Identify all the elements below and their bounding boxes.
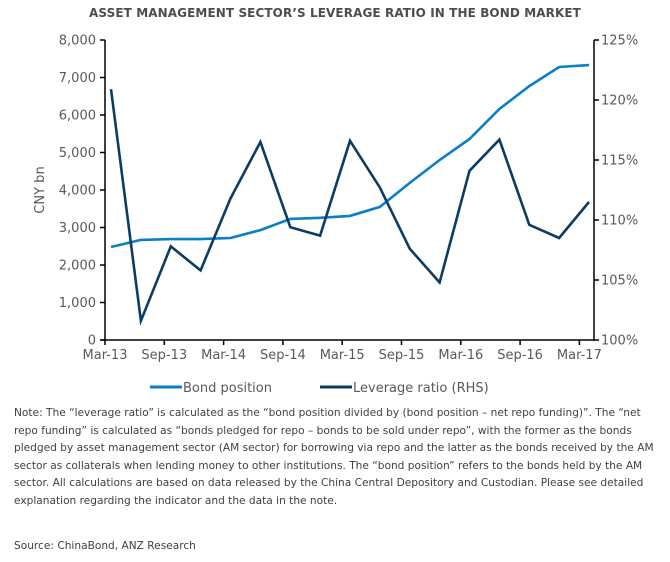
right-tick-label: 125% — [601, 34, 638, 49]
left-tick-label: 2,000 — [59, 259, 96, 274]
x-tick-label: Sep-14 — [260, 348, 306, 363]
left-tick-label: 1,000 — [59, 296, 96, 311]
x-axis: Mar-13 Sep-13 Mar-14 Sep-14 Mar-15 Sep-15 Mar-… — [83, 339, 602, 363]
x-tick-label: Mar-13 — [83, 348, 128, 363]
left-tick-label: 6,000 — [59, 109, 96, 124]
chart-source: Source: ChinaBond, ANZ Research — [14, 540, 196, 552]
x-tick-label: Sep-15 — [379, 348, 425, 363]
right-axis: 100% 105% 110% 115% 120% 125% — [593, 34, 638, 349]
x-tick-label: Mar-16 — [438, 348, 483, 363]
right-tick-label: 120% — [601, 94, 638, 109]
y-axis-title: CNY bn — [33, 166, 48, 213]
left-tick-label: 0 — [88, 334, 96, 349]
right-tick-label: 110% — [601, 214, 638, 229]
chart-note: Note: The “leverage ratio” is calculated… — [14, 407, 654, 507]
left-tick-label: 3,000 — [59, 221, 96, 236]
x-tick-label: Sep-16 — [497, 348, 543, 363]
legend-label-leverage-ratio: Leverage ratio (RHS) — [353, 381, 489, 396]
right-tick-label: 115% — [601, 154, 638, 169]
left-tick-label: 5,000 — [59, 146, 96, 161]
left-axis: 0 1,000 2,000 3,000 4,000 5,000 6,000 7,000 8,00… — [59, 34, 106, 349]
left-tick-label: 7,000 — [59, 71, 96, 86]
legend-label-bond-position: Bond position — [183, 381, 272, 396]
left-tick-label: 8,000 — [59, 34, 96, 49]
bond-position-line — [110, 63, 590, 249]
leverage-ratio-line — [109, 89, 591, 326]
x-tick-label: Mar-17 — [557, 348, 602, 363]
x-tick-label: Mar-15 — [320, 348, 365, 363]
left-tick-label: 4,000 — [59, 184, 96, 199]
x-tick-label: Mar-14 — [201, 348, 246, 363]
series-lines — [109, 63, 591, 326]
right-tick-label: 100% — [601, 334, 638, 349]
chart-title: ASSET MANAGEMENT SECTOR’S LEVERAGE RATIO… — [89, 6, 581, 20]
x-tick-label: Sep-13 — [141, 348, 187, 363]
legend: Bond position Leverage ratio (RHS) — [150, 381, 489, 396]
chart: 0 1,000 2,000 3,000 4,000 5,000 6,000 7,000 8,00… — [33, 34, 638, 397]
right-tick-label: 105% — [601, 274, 638, 289]
